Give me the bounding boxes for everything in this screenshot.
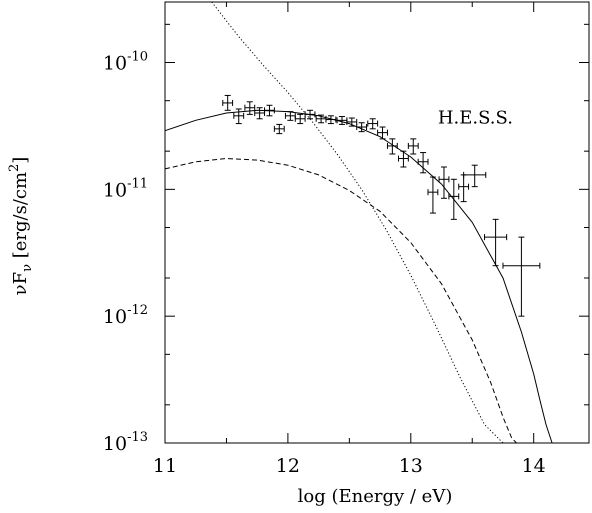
y-axis-label: νFν [erg/s/cm2] [7, 157, 35, 296]
data-point [356, 122, 368, 133]
data-point [294, 113, 306, 125]
x-axis-label: log (Energy / eV) [298, 486, 453, 507]
data-point [427, 176, 439, 214]
data-point [463, 164, 487, 188]
data-point [264, 104, 275, 117]
data-point [304, 109, 316, 120]
data-point [448, 178, 460, 220]
data-point [438, 166, 450, 199]
data-point [233, 108, 245, 125]
y-axis-label-sub: ν [20, 264, 35, 272]
data-point [386, 138, 398, 155]
data-point [407, 138, 419, 155]
x-tick-label: 14 [522, 455, 546, 477]
y-tick-label: 10-10 [103, 50, 148, 75]
data-point [284, 111, 296, 121]
data-point [325, 115, 337, 125]
data-point [315, 114, 327, 124]
data-point [222, 94, 234, 111]
hess-annotation: H.E.S.S. [438, 108, 513, 129]
data-point [417, 152, 429, 174]
data-point [502, 236, 541, 317]
y-axis-label-prefix: νF [10, 272, 31, 295]
dashed-model-curve [164, 157, 522, 444]
y-tick-label: 10-12 [103, 303, 148, 328]
data-point [367, 118, 379, 130]
y-axis-label-close: ] [10, 157, 31, 164]
data-point [377, 126, 388, 140]
data-point [458, 174, 470, 203]
plot-frame [164, 1, 590, 444]
data-point [346, 117, 358, 127]
data-point [254, 107, 266, 120]
x-tick-label: 12 [276, 455, 300, 477]
x-tick-label: 13 [399, 455, 423, 477]
dotted-model-curve [211, 1, 516, 444]
y-tick-label: 10-11 [103, 176, 148, 201]
data-point [273, 123, 285, 135]
y-axis-label-bracket: [erg/s/cm [10, 172, 31, 264]
y-axis-label-sup: 2 [7, 164, 22, 172]
y-tick-label: 10-13 [103, 430, 148, 455]
data-point [398, 150, 409, 168]
data-point [336, 116, 348, 125]
data-point [244, 101, 256, 115]
solid-model-curve [164, 109, 553, 444]
x-tick-label: 11 [153, 455, 177, 477]
data-point [484, 218, 508, 267]
